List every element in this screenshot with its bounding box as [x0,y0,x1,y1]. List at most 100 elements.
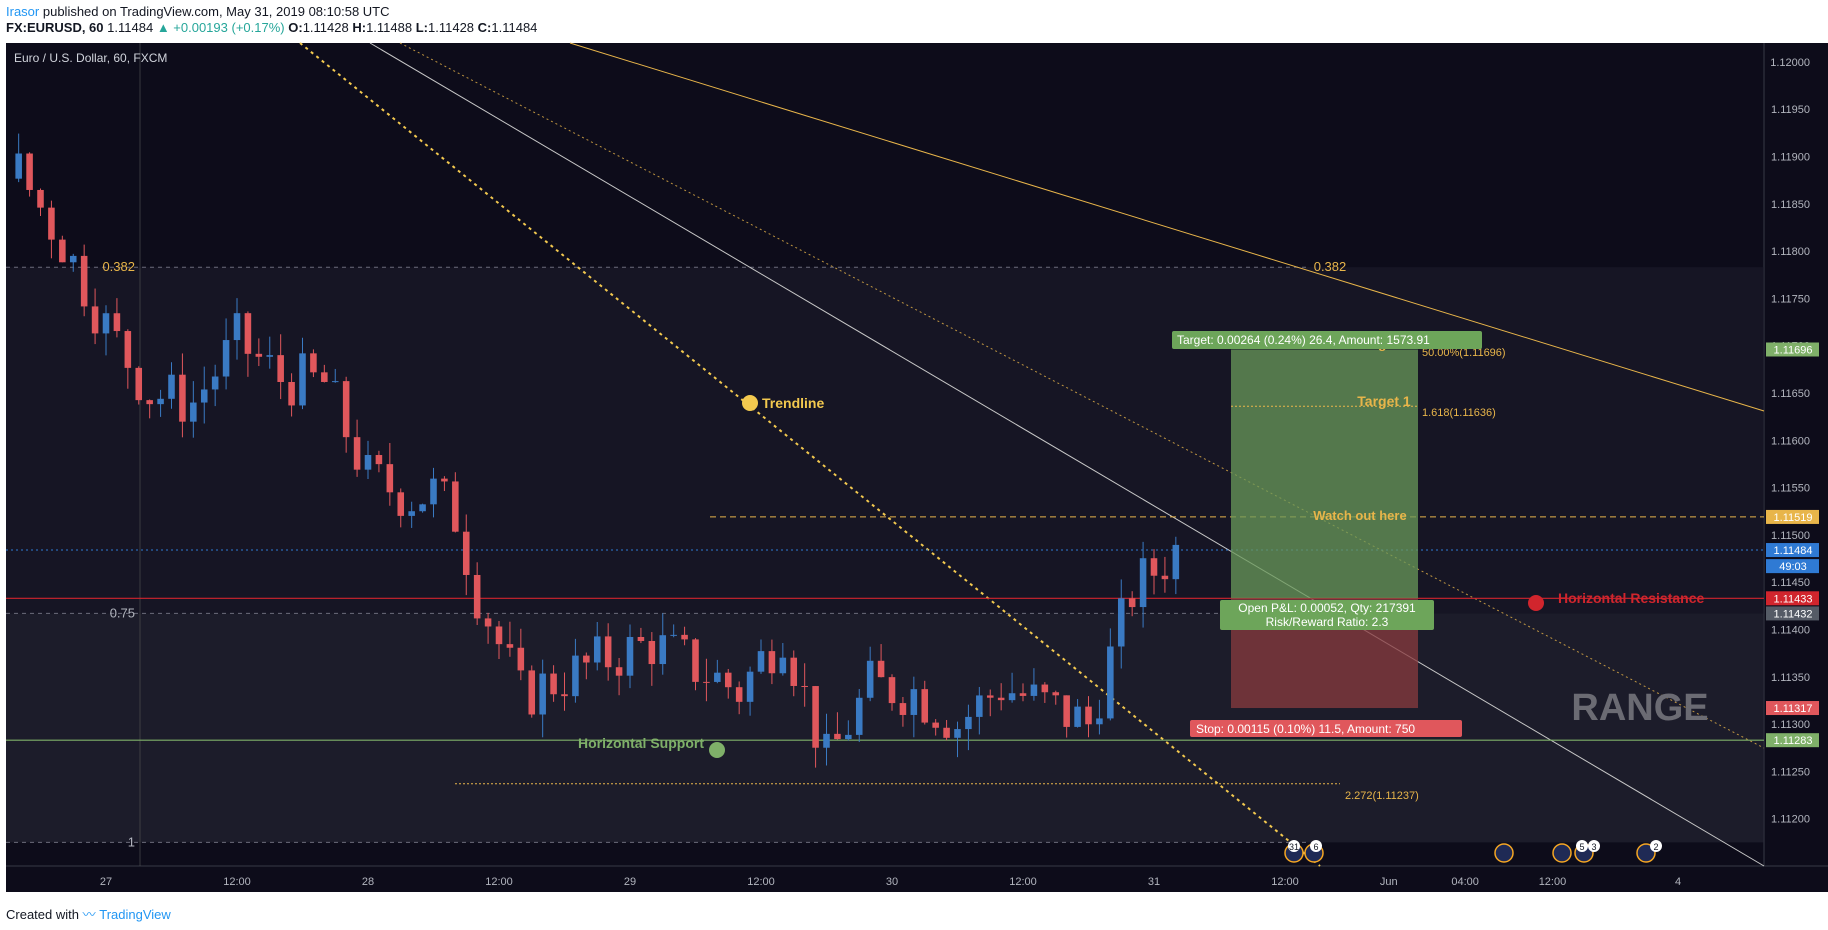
price-tick-label: 1.11550 [1771,483,1810,495]
candle-body [572,655,579,697]
tradingview-link[interactable]: TradingView [99,907,171,922]
candle-body [1019,693,1027,696]
candle-body [211,376,219,390]
candle-body [692,639,699,682]
candle-body [1172,544,1180,580]
time-tick-label: 12:00 [747,876,775,888]
candle-body [168,374,175,399]
candle-body [1030,684,1038,696]
fib-50-label: 50.00%(1.11696) [1422,347,1506,359]
candle-body [342,381,350,438]
candle-body [244,313,252,354]
price-tick-label: 1.11950 [1771,104,1810,116]
footer: Created with 〰 TradingView [6,904,171,923]
candle-body [200,389,208,403]
candle-body [986,695,994,698]
price-tick-label: 1.11900 [1771,152,1810,164]
price-tick-label: 1.11200 [1771,814,1810,826]
candle-body [277,355,284,383]
candle-body [965,716,972,730]
target1-label: Target 1 [1357,393,1411,409]
candle-body [310,353,317,373]
candle-body [124,331,132,368]
candle-body [1139,558,1147,608]
price-tag-label: 1.11433 [1774,593,1813,605]
candle-body [1074,706,1081,727]
last-price: 1.11484 [107,20,154,35]
rr-info-text: Risk/Reward Ratio: 2.3 [1266,615,1389,629]
l-value: 1.11428 [428,20,475,35]
candle-body [954,729,961,738]
candle-body [69,255,77,263]
time-tick-label: 4 [1675,876,1681,888]
pnl-info-text: Open P&L: 0.00052, Qty: 217391 [1238,601,1416,615]
event-flag-icon[interactable] [1636,843,1656,863]
price-tick-label: 1.11500 [1771,530,1810,542]
candle-body [877,660,885,678]
candle-body [604,636,612,668]
candle-body [866,660,874,698]
candle-body [910,689,918,715]
candle-body [757,651,765,672]
candle-body [1041,684,1049,693]
candle-body [528,670,536,715]
candle-body [845,734,852,740]
price-tag-label: 1.11484 [1774,545,1813,557]
candle-body [823,733,830,748]
ohlc-line: FX:EURUSD, 60 1.11484 ▲ +0.00193 (+0.17%… [6,20,537,35]
chart-symbol-title: Euro / U.S. Dollar, 60, FXCM [14,51,168,65]
target-info-box [1172,331,1482,349]
time-tick-label: 30 [886,876,898,888]
fib-2272-label: 2.272(1.11237) [1345,790,1419,802]
candle-body [517,647,525,671]
candle-body [473,574,481,619]
time-tick-label: 28 [362,876,374,888]
created-with-text: Created with [6,907,79,922]
event-flag-icon[interactable] [1552,843,1572,863]
candle-body [779,657,787,674]
fib-level-label: 0.382 [102,259,135,274]
candle-body [26,153,33,190]
candle-body [855,697,863,735]
candle-body [714,672,721,682]
candle-body [190,402,197,422]
price-axis-background [1764,43,1828,866]
time-tick-label: 29 [624,876,636,888]
candle-body [113,313,121,332]
candle-body [593,636,601,663]
h-value: 1.11488 [366,20,413,35]
time-tick-label: 12:00 [485,876,513,888]
trendline-dotted [299,42,1321,867]
price-tag-label: 1.11696 [1774,344,1813,356]
candle-body [1052,692,1060,696]
candle-body [364,455,372,470]
candle-body [812,686,819,748]
candle-body [724,672,732,688]
candle-body [321,372,328,382]
target-info-text: Target: 0.00264 (0.24%) 26.4, Amount: 15… [1177,333,1430,347]
event-count-text: 2 [1653,842,1658,852]
candle-body [331,381,339,383]
candle-body [375,455,383,465]
candle-body [91,306,99,334]
candle-body [157,398,164,405]
candle-body [397,492,405,516]
c-label: C: [477,20,492,35]
candle-body [135,367,143,401]
candle-body [441,478,448,482]
price-tick-label: 1.11650 [1771,388,1810,400]
event-flag-icon[interactable] [1494,843,1514,863]
time-axis-background [6,866,1828,892]
candle-body [899,703,907,715]
candle-body [932,722,939,728]
price-tag-label: 49:03 [1779,561,1807,573]
price-tick-label: 1.11400 [1771,625,1810,637]
event-count-text: 3 [1591,842,1596,852]
publisher-link[interactable]: Irasor [6,4,40,19]
price-tick-label: 1.11250 [1771,766,1810,778]
candle-body [746,671,754,702]
price-tag [1766,559,1819,574]
event-count-text: 6 [1313,842,1318,852]
fib-level-label: 1 [128,834,135,849]
